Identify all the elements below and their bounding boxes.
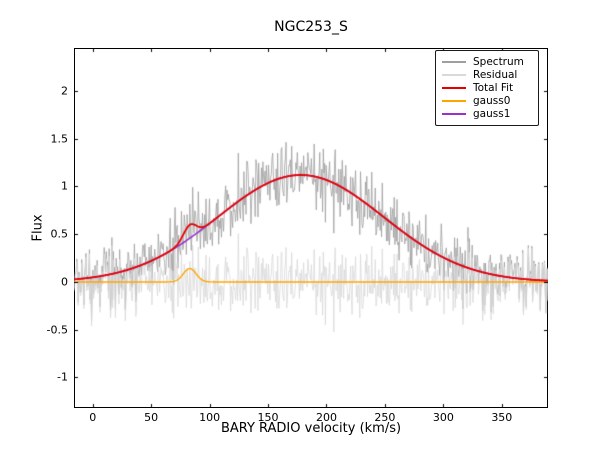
x-tick-label: 100 (199, 411, 221, 424)
legend-item-gauss1: gauss1 (442, 108, 532, 120)
y-tick-label: 1 (61, 179, 68, 193)
x-axis-label: BARY RADIO velocity (km/s) (220, 421, 402, 436)
gauss1-line-swatch (442, 113, 466, 115)
legend-item-spectrum: Spectrum (442, 56, 532, 68)
legend-label-spectrum: Spectrum (473, 56, 524, 68)
y-tick-label: 1.5 (50, 132, 69, 146)
residual-line-swatch (442, 74, 466, 76)
x-tick-label: 150 (257, 411, 279, 424)
x-tick-label: 300 (432, 411, 454, 424)
legend: Spectrum Residual Total Fit gauss0 gauss… (435, 50, 539, 126)
x-tick-label: 50 (144, 411, 159, 424)
y-tick-label: 0.5 (50, 227, 69, 241)
y-tick-label: -0.5 (46, 323, 68, 337)
x-tick-label: 0 (89, 411, 97, 424)
legend-label-gauss0: gauss0 (473, 95, 511, 107)
y-tick-label: 2 (61, 84, 68, 98)
legend-label-residual: Residual (473, 69, 518, 81)
y-axis-label: Flux (30, 214, 46, 242)
plot-title: NGC253_S (274, 19, 348, 35)
legend-item-gauss0: gauss0 (442, 95, 532, 107)
legend-label-total-fit: Total Fit (473, 82, 514, 94)
y-tick-label: -1 (57, 370, 68, 384)
legend-item-residual: Residual (442, 69, 532, 81)
y-tick-label: 0 (61, 275, 68, 289)
legend-label-gauss1: gauss1 (473, 108, 511, 120)
spectrum-line-swatch (442, 61, 466, 63)
legend-item-total-fit: Total Fit (442, 82, 532, 94)
x-tick-label: 250 (374, 411, 396, 424)
x-tick-label: 350 (491, 411, 513, 424)
total-fit-line-swatch (442, 87, 466, 89)
gauss0-line-swatch (442, 100, 466, 102)
x-tick-label: 200 (315, 411, 337, 424)
